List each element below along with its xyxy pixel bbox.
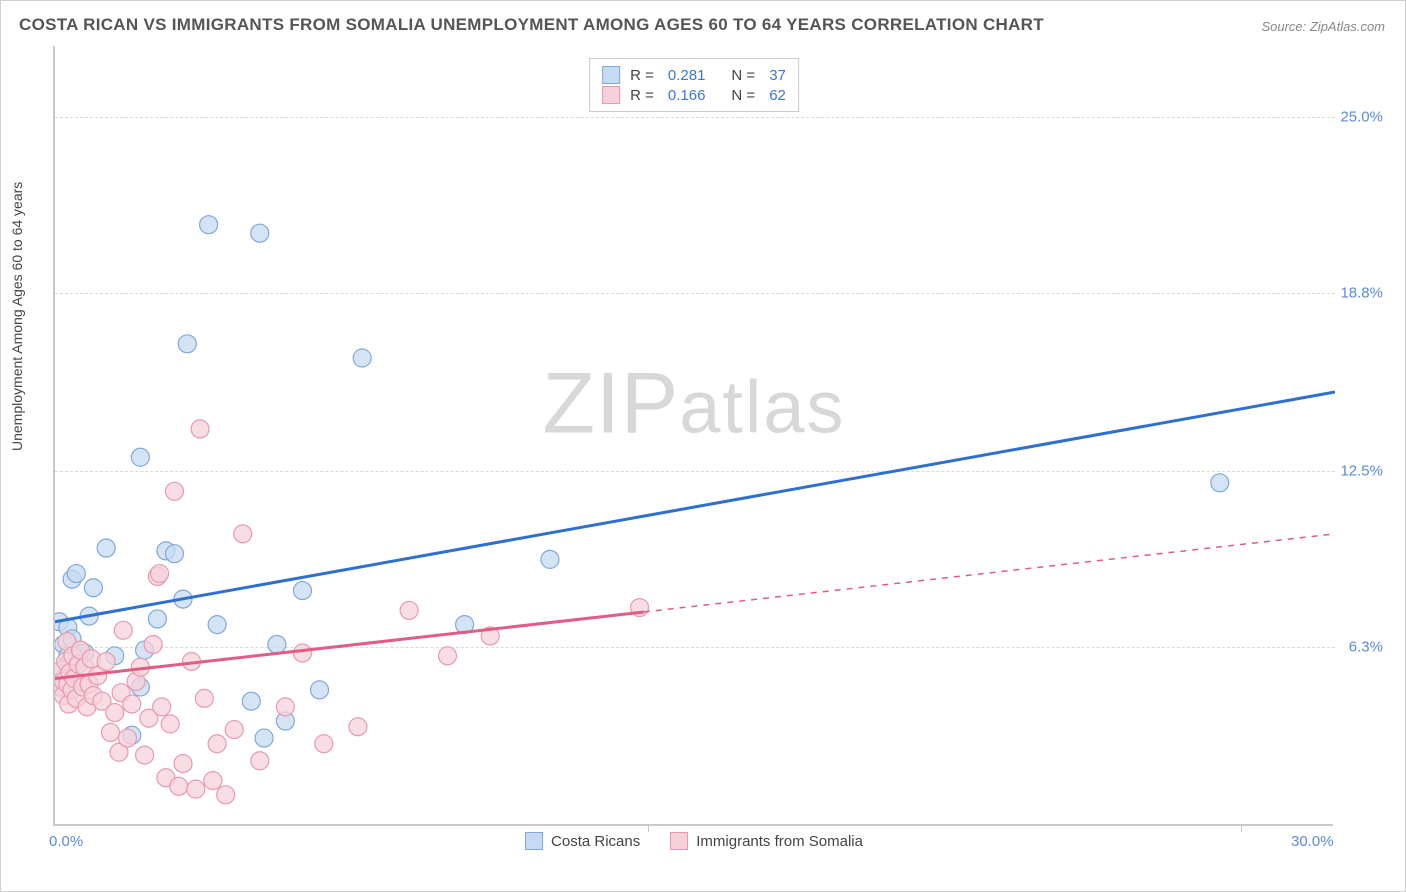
legend-swatch: [670, 832, 688, 850]
x-tick-label: 30.0%: [1291, 833, 1334, 850]
legend-n-label: N =: [731, 87, 755, 104]
watermark-zip: ZIP: [542, 354, 679, 453]
y-axis-label: Unemployment Among Ages 60 to 64 years: [9, 182, 25, 451]
legend-series-label: Immigrants from Somalia: [696, 833, 863, 850]
y-tick-label: 18.8%: [1340, 284, 1383, 301]
plot-region: ZIPatlas R =0.281N =37R =0.166N =62 Cost…: [53, 46, 1333, 826]
legend-r-value: 0.166: [668, 87, 706, 104]
legend-r-label: R =: [630, 87, 654, 104]
y-tick-label: 25.0%: [1340, 108, 1383, 125]
x-tick-mark: [648, 824, 649, 832]
legend-r-label: R =: [630, 67, 654, 84]
watermark-atlas: atlas: [679, 364, 845, 449]
legend-correlation-row: R = 0.166 N = 62: [602, 85, 786, 105]
x-tick-mark: [1241, 824, 1242, 832]
legend-swatch: [602, 66, 620, 84]
scatter-overlay: [55, 46, 1335, 826]
legend-n-value: 62: [769, 87, 786, 104]
legend-series-item: Costa Ricans: [525, 832, 640, 850]
legend-n-value: 37: [769, 67, 786, 84]
gridline: [55, 293, 1335, 294]
gridline: [55, 647, 1335, 648]
legend-swatch: [602, 86, 620, 104]
chart-container: COSTA RICAN VS IMMIGRANTS FROM SOMALIA U…: [0, 0, 1406, 892]
legend-series-item: Immigrants from Somalia: [670, 832, 863, 850]
gridline: [55, 471, 1335, 472]
source-attribution: Source: ZipAtlas.com: [1261, 19, 1385, 34]
legend-n-label: N =: [731, 67, 755, 84]
legend-correlation-row: R = 0.281 N = 37: [602, 65, 786, 85]
legend-correlation: R = 0.281 N = 37 R = 0.166 N = 62: [589, 58, 799, 112]
legend-r-value: 0.281: [668, 67, 706, 84]
watermark: ZIPatlas: [542, 354, 845, 453]
y-tick-label: 6.3%: [1349, 639, 1383, 656]
legend-series: Costa Ricans Immigrants from Somalia: [525, 832, 863, 850]
legend-swatch: [525, 832, 543, 850]
legend-series-label: Costa Ricans: [551, 833, 640, 850]
y-tick-label: 12.5%: [1340, 463, 1383, 480]
gridline: [55, 117, 1335, 118]
chart-area: ZIPatlas R =0.281N =37R =0.166N =62 Cost…: [53, 46, 1383, 846]
chart-title: COSTA RICAN VS IMMIGRANTS FROM SOMALIA U…: [19, 15, 1044, 35]
x-tick-label: 0.0%: [49, 833, 83, 850]
